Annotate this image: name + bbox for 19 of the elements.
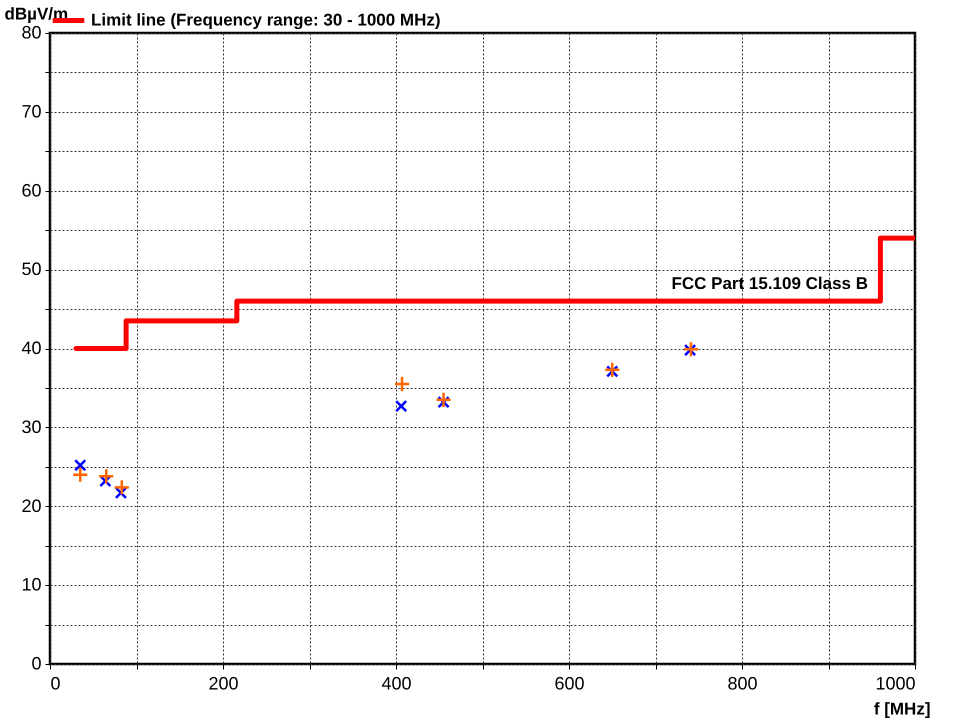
annotation: FCC Part 15.109 Class B [671, 274, 868, 293]
x-axis-title: f [MHz] [874, 700, 930, 718]
y-tick-label: 60 [21, 180, 42, 200]
y-tick-label: 70 [21, 101, 42, 122]
x-tick-label: 200 [208, 674, 239, 694]
x-tick-label: 800 [727, 674, 758, 694]
y-tick-label: 40 [21, 338, 42, 358]
y-tick-label: 50 [21, 259, 42, 280]
y-tick-label: 10 [21, 574, 42, 595]
legend-label: Limit line (Frequency range: 30 - 1000 MHz) [91, 10, 441, 30]
y-tick-label: 30 [21, 416, 42, 437]
x-tick-label: 400 [381, 674, 412, 694]
y-axis-title: dBµV/m [4, 4, 68, 24]
x-tick-label: 600 [554, 674, 585, 694]
y-tick-label: 20 [21, 496, 42, 516]
y-tick-label: 80 [21, 22, 42, 42]
x-tick-label: 1000 [875, 674, 916, 694]
x-tick-label: 0 [50, 674, 61, 694]
y-tick-label: 0 [31, 654, 42, 674]
